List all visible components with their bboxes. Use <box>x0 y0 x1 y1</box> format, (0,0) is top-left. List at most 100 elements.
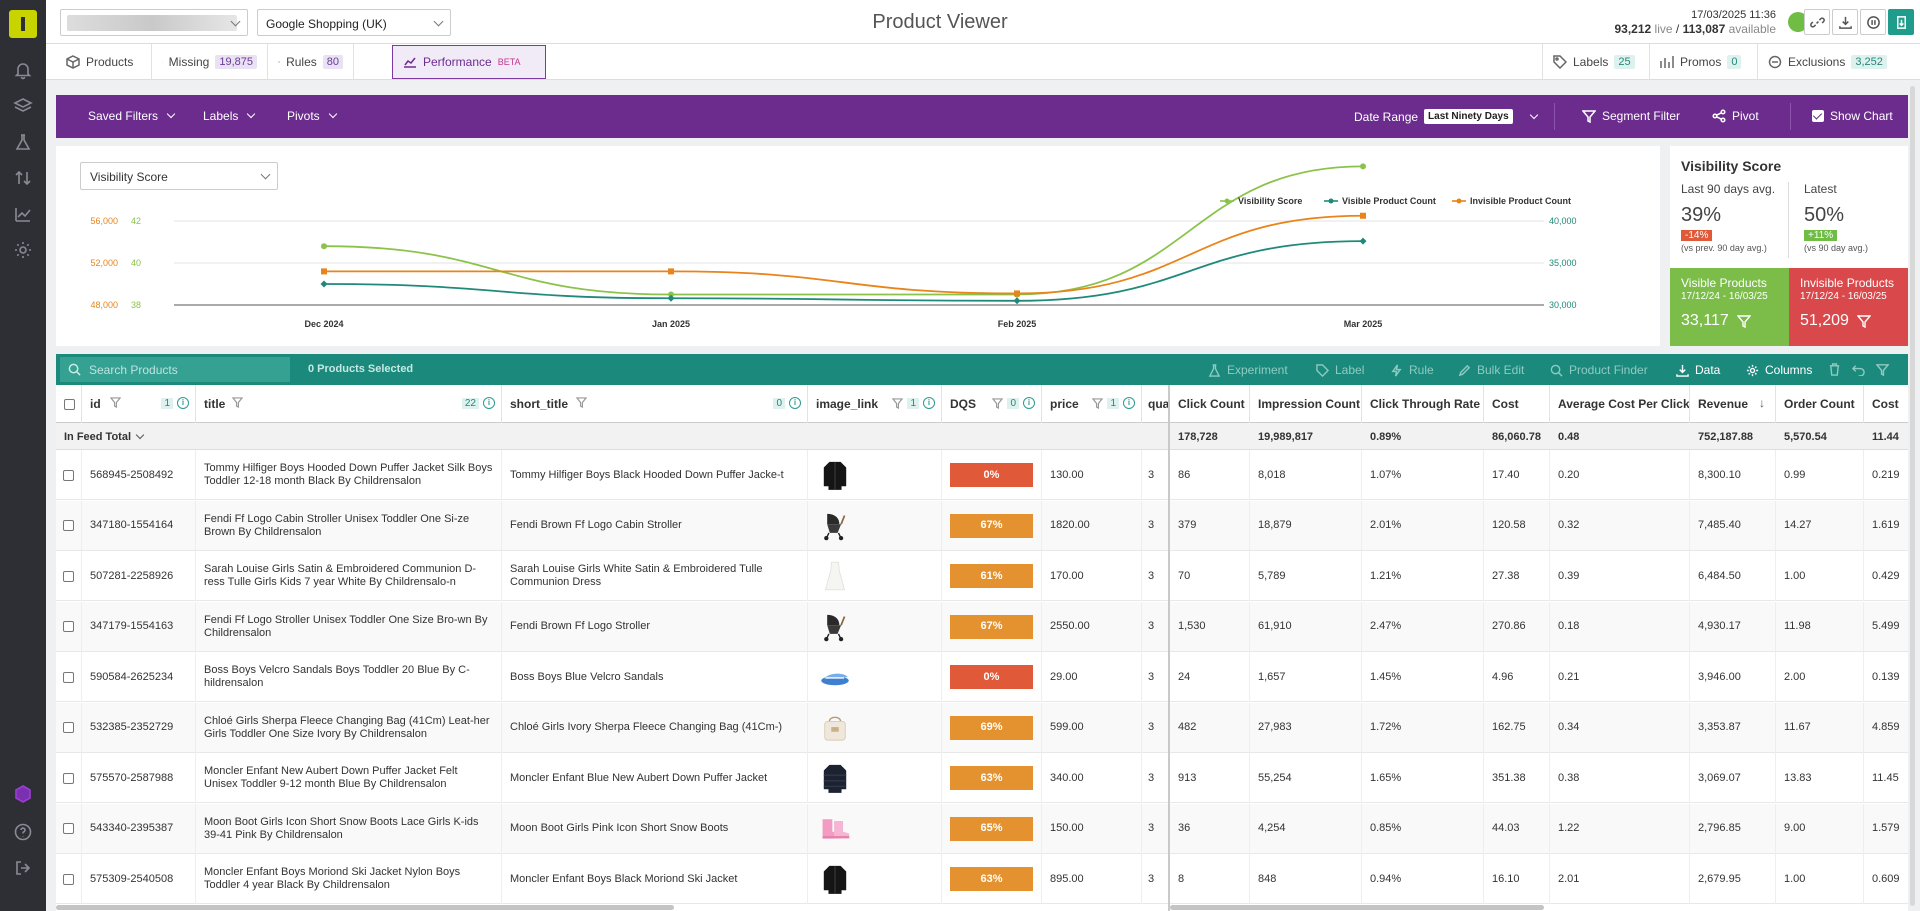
cell-short-title[interactable]: Moon Boot Girls Pink Icon Short Snow Boo… <box>502 803 808 854</box>
cell-quantity[interactable]: 3 <box>1142 500 1170 551</box>
cell-dqs[interactable]: 61% <box>942 551 1042 601</box>
product-thumbnail-bag[interactable] <box>816 708 854 748</box>
row-checkbox[interactable] <box>63 671 74 683</box>
cell-image[interactable] <box>808 854 942 904</box>
cell-id[interactable]: 590584-2625234 <box>82 652 196 702</box>
cell-image[interactable] <box>808 601 942 652</box>
filter-icon[interactable] <box>575 397 588 409</box>
filter-icon[interactable] <box>1856 314 1871 328</box>
cell-price[interactable]: 340.00 <box>1042 753 1142 803</box>
cell-title[interactable]: Moon Boot Girls Icon Short Snow Boots La… <box>196 803 502 854</box>
cell-image[interactable] <box>808 652 942 702</box>
cell-quantity[interactable]: 3 <box>1142 753 1170 803</box>
row-checkbox[interactable] <box>63 772 74 784</box>
cell-price[interactable]: 150.00 <box>1042 803 1142 854</box>
visible-products-card[interactable]: Visible Products 17/12/24 - 16/03/25 33,… <box>1670 268 1789 346</box>
totals-dropdown[interactable]: In Feed Total <box>56 423 256 450</box>
info-icon[interactable]: i <box>1123 397 1135 409</box>
cell-id[interactable]: 575309-2540508 <box>82 854 196 904</box>
sync-button[interactable] <box>1888 9 1914 35</box>
cell-title[interactable]: Tommy Hilfiger Boys Hooded Down Puffer J… <box>196 450 502 500</box>
chart-icon[interactable] <box>11 202 35 226</box>
filter-icon[interactable] <box>1092 397 1104 409</box>
table-row[interactable]: 568945-2508492 Tommy Hilfiger Boys Hooded… <box>56 450 1908 500</box>
feed-select[interactable]: Google Shopping (UK) <box>257 9 451 36</box>
row-checkbox[interactable] <box>63 873 74 885</box>
product-thumbnail-sandals[interactable] <box>816 657 854 697</box>
table-row[interactable]: 507281-2258926 Sarah Louise Girls Satin &… <box>56 551 1908 601</box>
invisible-products-card[interactable]: Invisible Products 17/12/24 - 16/03/25 5… <box>1789 268 1908 346</box>
search-input[interactable]: Search Products <box>60 357 290 382</box>
cell-id[interactable]: 568945-2508492 <box>82 450 196 500</box>
filter-icon[interactable] <box>109 397 122 409</box>
app-logo[interactable] <box>9 10 37 38</box>
filter-icon[interactable] <box>1736 314 1751 328</box>
info-icon[interactable]: i <box>789 397 801 409</box>
table-row[interactable]: 590584-2625234 Boss Boys Velcro Sandals B… <box>56 652 1908 702</box>
cell-quantity[interactable]: 3 <box>1142 450 1170 500</box>
show-chart-toggle[interactable]: Show Chart <box>1812 109 1893 123</box>
col-revenue-header[interactable]: Revenue ↓ <box>1690 385 1776 423</box>
horizontal-scrollbar-right[interactable] <box>1170 905 1544 910</box>
cell-dqs[interactable]: 63% <box>942 753 1042 803</box>
bell-icon[interactable] <box>11 58 35 82</box>
columns-button[interactable]: Columns <box>1746 363 1812 377</box>
cell-id[interactable]: 507281-2258926 <box>82 551 196 601</box>
col-price-header[interactable]: price 1 i <box>1042 385 1142 423</box>
flask-icon[interactable] <box>11 130 35 154</box>
horizontal-scrollbar-left[interactable] <box>56 905 674 910</box>
product-thumbnail-dress[interactable] <box>816 556 854 596</box>
cell-image[interactable] <box>808 803 942 854</box>
link-button[interactable] <box>1804 9 1830 35</box>
product-thumbnail-jacket-navy[interactable] <box>816 758 854 798</box>
product-thumbnail-stroller[interactable] <box>816 506 854 546</box>
cell-image[interactable] <box>808 753 942 803</box>
row-checkbox[interactable] <box>63 520 74 531</box>
cell-title[interactable]: Fendi Ff Logo Cabin Stroller Unisex Todd… <box>196 500 502 551</box>
cell-title[interactable]: Boss Boys Velcro Sandals Boys Toddler 20… <box>196 652 502 702</box>
product-thumbnail-stroller[interactable] <box>816 607 854 647</box>
select-all-checkbox[interactable] <box>64 398 75 410</box>
filter-icon[interactable] <box>992 397 1004 409</box>
tab-rules[interactable]: Rules 80 <box>268 44 354 80</box>
filter-icon[interactable] <box>892 397 904 409</box>
col-orders-header[interactable]: Order Count <box>1776 385 1864 423</box>
product-thumbnail-boots[interactable] <box>816 809 854 849</box>
cell-dqs[interactable]: 67% <box>942 500 1042 551</box>
cell-price[interactable]: 895.00 <box>1042 854 1142 904</box>
pause-button[interactable] <box>1860 9 1886 35</box>
cell-price[interactable]: 29.00 <box>1042 652 1142 702</box>
col-cpc-header[interactable]: Average Cost Per Click <box>1550 385 1690 423</box>
filter-icon[interactable] <box>231 397 244 409</box>
download-button[interactable] <box>1832 9 1858 35</box>
table-row[interactable]: 347179-1554163 Fendi Ff Logo Stroller Uni… <box>56 601 1908 652</box>
cell-quantity[interactable]: 3 <box>1142 652 1170 702</box>
table-row[interactable]: 532385-2352729 Chloé Girls Sherpa Fleece … <box>56 702 1908 753</box>
cell-dqs[interactable]: 0% <box>942 450 1042 500</box>
col-cost2-header[interactable]: Cost <box>1864 385 1908 423</box>
row-checkbox[interactable] <box>63 823 74 834</box>
row-checkbox[interactable] <box>63 621 74 632</box>
rule-button[interactable]: Rule <box>1390 363 1434 377</box>
col-image-link-header[interactable]: image_link 1 i <box>808 385 942 423</box>
tab-exclusions[interactable]: Exclusions 3,252 <box>1758 44 1920 80</box>
cell-price[interactable]: 1820.00 <box>1042 500 1142 551</box>
label-button[interactable]: Label <box>1316 363 1364 377</box>
cell-price[interactable]: 170.00 <box>1042 551 1142 601</box>
cell-image[interactable] <box>808 551 942 601</box>
cell-short-title[interactable]: Boss Boys Blue Velcro Sandals <box>502 652 808 702</box>
date-range-dropdown[interactable]: Date Range Last Ninety Days <box>1354 109 1538 124</box>
product-finder-button[interactable]: Product Finder <box>1550 363 1648 377</box>
clear-filter-button[interactable] <box>1876 363 1889 376</box>
bulk-edit-button[interactable]: Bulk Edit <box>1458 363 1524 377</box>
account-select[interactable] <box>60 9 248 36</box>
cell-title[interactable]: Fendi Ff Logo Stroller Unisex Toddler On… <box>196 601 502 652</box>
settings-gear-icon[interactable] <box>11 238 35 262</box>
col-id-header[interactable]: id 1 i <box>82 385 196 423</box>
table-row[interactable]: 575309-2540508 Moncler Enfant Boys Morion… <box>56 854 1908 904</box>
show-chart-checkbox[interactable] <box>1812 110 1824 122</box>
saved-filters-dropdown[interactable]: Saved Filters <box>88 109 176 123</box>
sort-desc-icon[interactable]: ↓ <box>1759 396 1765 410</box>
col-impressions-header[interactable]: Impression Count <box>1250 385 1362 423</box>
cell-id[interactable]: 347180-1554164 <box>82 500 196 551</box>
